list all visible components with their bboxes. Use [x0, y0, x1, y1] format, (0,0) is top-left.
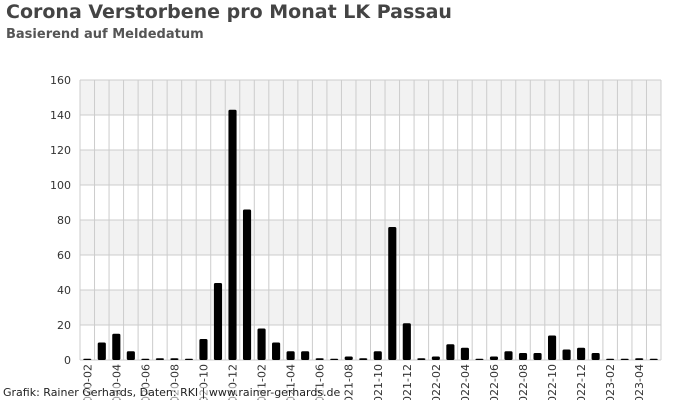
bar: [315, 358, 324, 360]
y-tick-label: 40: [57, 284, 71, 297]
bar: [155, 358, 164, 360]
y-axis: 0 20 40 60 80 100 120 140 160: [50, 74, 71, 367]
x-tick-label: 2021-10: [372, 364, 385, 400]
x-tick-label: 2022-04: [459, 364, 472, 400]
bar: [504, 351, 513, 360]
bar: [533, 353, 542, 360]
x-tick-label: 2022-08: [517, 364, 530, 400]
bar: [620, 358, 629, 360]
y-tick-label: 0: [64, 354, 71, 367]
x-tick-label: 2023-04: [633, 364, 646, 400]
y-tick-label: 60: [57, 249, 71, 262]
bar: [417, 358, 426, 360]
y-tick-label: 120: [50, 144, 71, 157]
bar: [286, 351, 295, 360]
bar: [446, 344, 455, 360]
bar: [242, 209, 252, 360]
x-tick-label: 2021-12: [401, 364, 414, 400]
bar: [649, 358, 658, 360]
bar: [272, 342, 281, 360]
horizontal-gridlines: [80, 79, 661, 361]
bar: [344, 356, 353, 360]
bar: [213, 283, 223, 360]
bar: [228, 109, 237, 360]
y-tick-label: 100: [50, 179, 71, 192]
bar: [170, 358, 179, 360]
chart-subtitle: Basierend auf Meldedatum: [6, 27, 204, 42]
bar: [330, 358, 339, 360]
x-tick-label: 2022-12: [575, 364, 588, 400]
bar: [562, 349, 571, 360]
bar: [141, 358, 150, 360]
bar: [518, 353, 528, 360]
bar: [257, 328, 266, 360]
bar: [199, 339, 208, 360]
bar: [184, 358, 194, 360]
y-tick-label: 160: [50, 74, 71, 87]
bar: [547, 335, 557, 360]
source-credit: Grafik: Rainer Gerhards, Daten: RKI | ww…: [3, 386, 341, 399]
chart-title: Corona Verstorbene pro Monat LK Passau: [6, 1, 452, 23]
bar: [606, 358, 615, 360]
bar: [373, 351, 382, 360]
bar: [301, 351, 310, 360]
bar-series: [83, 109, 658, 360]
x-tick-label: 2021-08: [343, 364, 356, 400]
bar: [577, 347, 586, 360]
y-tick-label: 80: [57, 214, 71, 227]
bar: [83, 358, 92, 360]
bar: [475, 358, 484, 360]
y-tick-label: 20: [57, 319, 71, 332]
bar: [112, 333, 121, 360]
bar: [460, 347, 469, 360]
bar: [126, 351, 135, 360]
bar: [359, 358, 368, 360]
x-tick-label: 2022-02: [430, 364, 443, 400]
y-tick-label: 140: [50, 109, 71, 122]
bar: [402, 323, 411, 360]
bar: [635, 358, 644, 360]
bar: [591, 353, 600, 360]
bar: [489, 356, 499, 360]
bar: [388, 227, 397, 360]
x-tick-label: 2023-02: [604, 364, 617, 400]
bar: [97, 342, 106, 360]
bar: [431, 356, 440, 360]
x-tick-label: 2022-06: [488, 364, 501, 400]
x-tick-label: 2022-10: [546, 364, 559, 400]
